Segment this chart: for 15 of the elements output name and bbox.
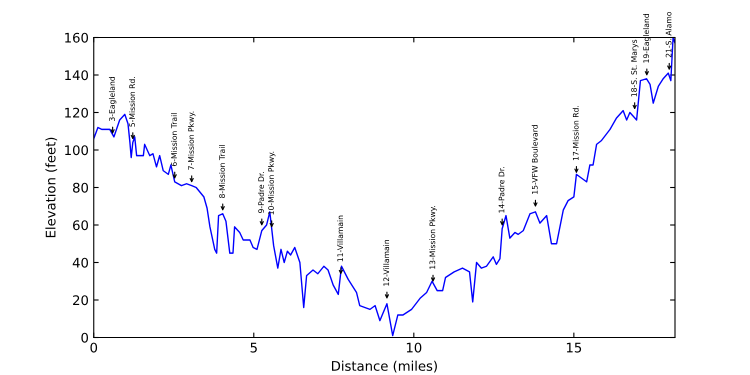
y-tick-label: 40 <box>72 258 88 268</box>
x-tick-label: 10 <box>406 342 422 353</box>
y-tick-label: 0 <box>81 332 88 343</box>
x-tick-label: 15 <box>566 342 582 353</box>
x-axis-title: Distance (miles) <box>332 360 437 372</box>
x-tick-label: 0 <box>90 342 98 353</box>
y-tick-label: 80 <box>72 182 88 193</box>
y-tick-label: 60 <box>73 220 88 230</box>
y-tick-label: 140 <box>65 70 88 80</box>
y-tick-label: 100 <box>65 145 88 156</box>
y-tick-label: 20 <box>73 295 88 306</box>
y-tick-label: 160 <box>65 32 88 43</box>
x-tick-label: 5 <box>250 342 257 353</box>
y-tick-label: 120 <box>65 108 88 118</box>
y-axis-title: Elevation (feet) <box>45 138 58 238</box>
